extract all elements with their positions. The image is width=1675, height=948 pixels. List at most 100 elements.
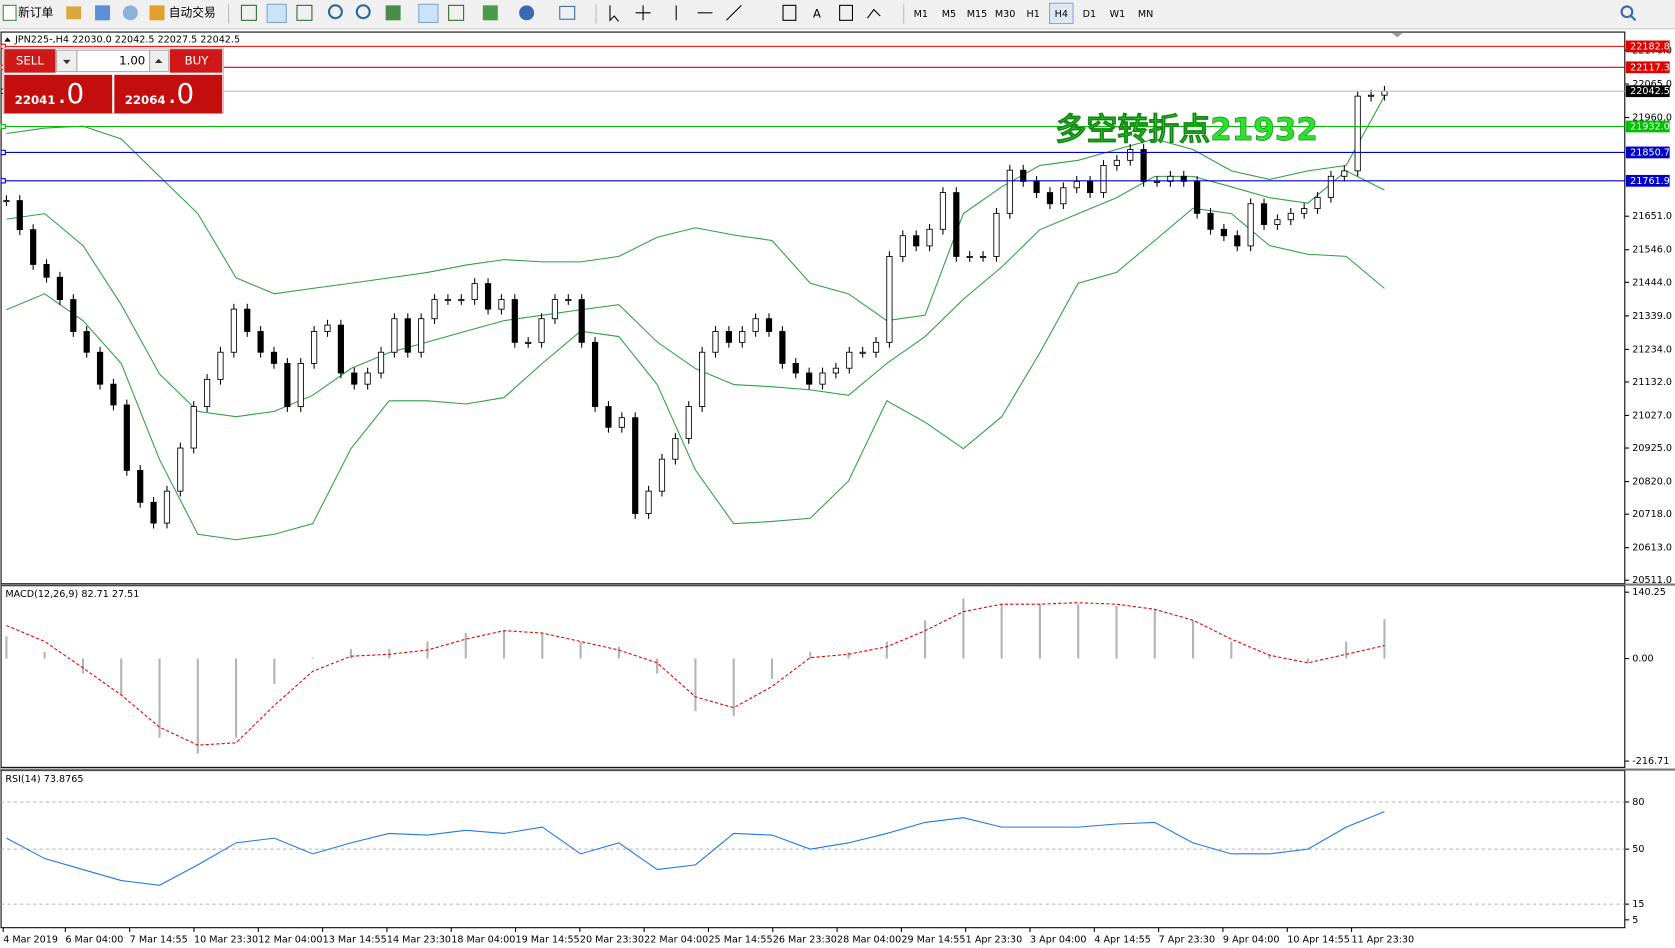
auto-trading-icon[interactable] (149, 5, 165, 21)
bid-box[interactable] (4, 74, 113, 114)
bid-fraction[interactable]: .0 (58, 77, 84, 110)
arrows-button[interactable] (866, 8, 881, 19)
candle (1234, 235, 1241, 247)
zoom-in-button[interactable] (327, 4, 343, 20)
y-tick-label: 140.25 (1632, 587, 1666, 598)
x-tick-label: 12 Mar 04:00 (258, 934, 322, 945)
candle (257, 331, 264, 353)
lots-value[interactable]: 1.00 (119, 53, 145, 67)
macd-bar (541, 633, 544, 659)
icon[interactable] (66, 6, 82, 20)
candle (43, 264, 50, 278)
level-label: 22042.5 (1630, 86, 1670, 97)
x-tick-label: 28 Mar 04:00 (837, 934, 901, 945)
x-tick-label: 6 Mar 04:00 (65, 934, 123, 945)
crosshair-button[interactable] (635, 5, 651, 21)
sell-label[interactable]: SELL (16, 53, 44, 67)
candle (939, 192, 947, 230)
ask-fraction[interactable]: .0 (168, 77, 194, 110)
candle (56, 276, 64, 300)
candle (1100, 165, 1107, 194)
candle (1060, 187, 1067, 205)
x-tick-label: 20 Mar 23:30 (580, 934, 644, 945)
macd-bar (43, 651, 46, 659)
price-chart-area (0, 31, 1626, 585)
candle (859, 351, 866, 354)
x-tick-label: 9 Apr 04:00 (1223, 934, 1280, 945)
search-button[interactable] (1620, 5, 1634, 19)
arrow-icon (63, 59, 71, 65)
candle (632, 417, 639, 514)
candle (1167, 175, 1174, 182)
macd-bar (732, 658, 735, 717)
y-tick-label: 21444.0 (1632, 277, 1672, 288)
x-tick-label: 1 Apr 23:30 (966, 934, 1023, 945)
x-tick-label: 14 Mar 23:30 (387, 934, 451, 945)
y-tick-label: 21546.0 (1632, 245, 1672, 256)
buy-button[interactable] (169, 49, 223, 73)
period-button[interactable]: H4 (1055, 9, 1068, 20)
candle (672, 438, 679, 460)
macd-bar (924, 620, 927, 659)
templates-button[interactable] (559, 5, 576, 20)
period-button[interactable]: M15 (967, 9, 988, 20)
icon[interactable] (95, 5, 111, 21)
period-button[interactable]: D1 (1083, 9, 1097, 20)
line-chart-button[interactable] (296, 4, 313, 21)
candle (1301, 208, 1308, 214)
periods-button[interactable] (519, 5, 535, 21)
bollinger-band (6, 170, 1385, 418)
macd-bar (5, 636, 8, 659)
cursor-button[interactable] (609, 5, 619, 22)
icon[interactable] (122, 5, 138, 21)
auto-trading-button[interactable]: 自动交易 (169, 5, 216, 19)
tile-button[interactable] (385, 5, 401, 21)
bar-chart-button[interactable] (240, 4, 257, 21)
zoom-out-button[interactable] (355, 4, 371, 20)
new-order-icon[interactable] (2, 4, 17, 21)
collapse-icon[interactable] (4, 37, 11, 42)
candle (565, 299, 572, 302)
autoscroll-button[interactable] (418, 3, 439, 23)
trendline-button[interactable] (726, 4, 742, 21)
candle (1033, 180, 1040, 194)
fibo-button[interactable] (782, 4, 797, 21)
bid-price[interactable]: 22041 (15, 93, 56, 107)
candle (725, 331, 732, 343)
candle (779, 331, 786, 364)
candle (926, 228, 933, 247)
candle (324, 324, 331, 332)
label-button[interactable] (839, 4, 853, 21)
period-button[interactable]: M1 (914, 9, 928, 20)
ask-box[interactable] (114, 74, 223, 114)
ask-price[interactable]: 22064 (125, 93, 166, 107)
y-tick-label: 20718.0 (1632, 509, 1672, 520)
x-tick-label: 10 Apr 14:55 (1287, 934, 1350, 945)
new-order-button[interactable]: 新订单 (18, 5, 53, 19)
period-button[interactable]: W1 (1110, 9, 1126, 20)
period-button[interactable]: H1 (1027, 9, 1040, 20)
text-button[interactable]: A (813, 6, 821, 20)
candle (1194, 180, 1201, 214)
candle (618, 417, 625, 428)
buy-label[interactable]: BUY (185, 53, 210, 67)
candle (591, 341, 599, 407)
period-button[interactable]: M30 (995, 9, 1016, 20)
candle-chart-button[interactable] (266, 3, 287, 23)
indicators-button[interactable] (482, 5, 498, 21)
macd-bar (1306, 658, 1309, 663)
candle (418, 318, 425, 353)
level-label-bg (1625, 174, 1670, 187)
candle (123, 404, 130, 471)
period-button[interactable]: MN (1138, 9, 1153, 20)
x-tick-label: 7 Mar 14:55 (130, 934, 188, 945)
candle (1220, 228, 1227, 237)
shift-button[interactable] (448, 4, 465, 21)
candle (177, 447, 184, 492)
active-period[interactable] (1049, 2, 1074, 25)
period-button[interactable]: M5 (942, 9, 956, 20)
candle (806, 372, 813, 385)
candle (1341, 170, 1348, 177)
y-tick-label: -216.71 (1632, 756, 1669, 767)
sell-button[interactable] (4, 49, 56, 73)
